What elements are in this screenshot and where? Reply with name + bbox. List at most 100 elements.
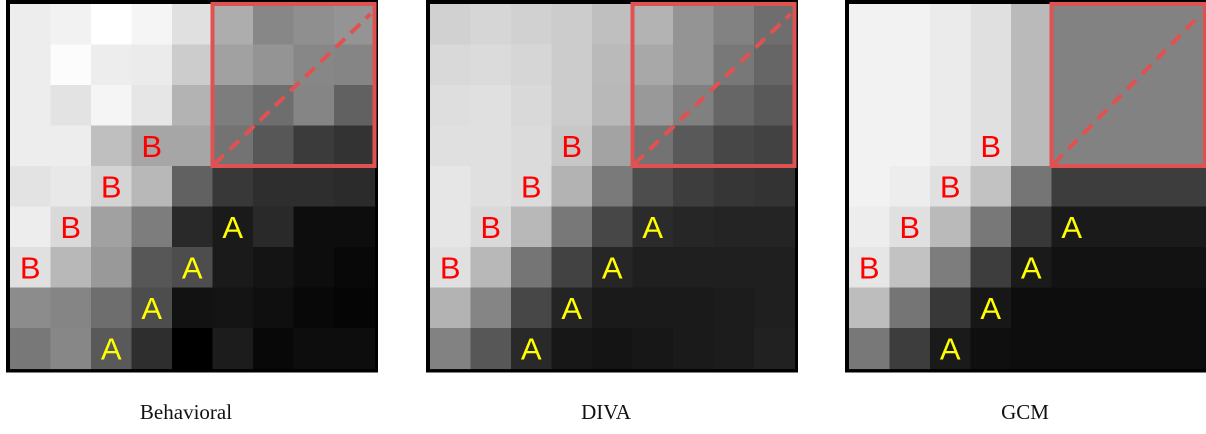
gcm-cell-4-1 bbox=[889, 166, 931, 208]
behavioral-cell-2-8 bbox=[334, 85, 376, 127]
diva-cell-2-1 bbox=[470, 85, 512, 127]
diva-label-b-3: B bbox=[561, 129, 582, 164]
diva-cell-2-2 bbox=[511, 85, 553, 127]
gcm-cell-6-8 bbox=[1173, 247, 1206, 289]
gcm-label-b-0: B bbox=[859, 250, 880, 285]
diva-cell-2-0 bbox=[430, 85, 472, 127]
diva-cell-0-8 bbox=[754, 4, 796, 46]
diva-cell-4-5 bbox=[632, 166, 674, 208]
diva-cell-2-6 bbox=[673, 85, 715, 127]
behavioral-cell-4-2 bbox=[91, 166, 133, 208]
behavioral-cell-5-6 bbox=[253, 206, 295, 248]
behavioral-label-b-0: B bbox=[20, 250, 41, 285]
gcm-cell-6-7 bbox=[1132, 247, 1174, 289]
gcm-cell-4-0 bbox=[849, 166, 891, 208]
behavioral-cell-6-4 bbox=[172, 247, 214, 289]
behavioral-cell-0-1 bbox=[50, 4, 92, 46]
behavioral-cell-4-7 bbox=[293, 166, 335, 208]
diva-cell-3-2 bbox=[511, 125, 553, 167]
gcm-cell-5-8 bbox=[1173, 206, 1206, 248]
behavioral-cell-6-3 bbox=[131, 247, 173, 289]
behavioral-cell-1-5 bbox=[212, 44, 254, 86]
gcm-cell-7-4 bbox=[1011, 287, 1053, 329]
behavioral-cell-4-0 bbox=[10, 166, 52, 208]
behavioral-cell-1-0 bbox=[10, 44, 52, 86]
behavioral-cell-1-8 bbox=[334, 44, 376, 86]
behavioral-cell-5-4 bbox=[172, 206, 214, 248]
behavioral-cell-8-1 bbox=[50, 328, 92, 370]
diva-cell-8-5 bbox=[632, 328, 674, 370]
gcm-cell-1-7 bbox=[1132, 44, 1174, 86]
gcm-cell-7-6 bbox=[1092, 287, 1134, 329]
gcm-cell-2-6 bbox=[1092, 85, 1134, 127]
gcm-cell-5-3 bbox=[970, 206, 1012, 248]
gcm-cell-3-0 bbox=[849, 125, 891, 167]
diva-cell-4-3 bbox=[551, 166, 593, 208]
gcm-cell-3-1 bbox=[889, 125, 931, 167]
behavioral-cell-7-7 bbox=[293, 287, 335, 329]
behavioral-cell-4-3 bbox=[131, 166, 173, 208]
diva-cell-6-1 bbox=[470, 247, 512, 289]
gcm-cell-8-5 bbox=[1051, 328, 1093, 370]
behavioral-cell-0-5 bbox=[212, 4, 254, 46]
behavioral-label-a-2: A bbox=[182, 250, 203, 285]
behavioral-cell-6-1 bbox=[50, 247, 92, 289]
diva-cell-6-8 bbox=[754, 247, 796, 289]
gcm-cell-7-1 bbox=[889, 287, 931, 329]
diva-cell-1-2 bbox=[511, 44, 553, 86]
gcm-cell-0-7 bbox=[1132, 4, 1174, 46]
gcm-cell-4-6 bbox=[1092, 166, 1134, 208]
diva-cell-3-7 bbox=[713, 125, 755, 167]
behavioral-cell-5-1 bbox=[50, 206, 92, 248]
gcm-cell-6-4 bbox=[1011, 247, 1053, 289]
behavioral-label-a-3: A bbox=[222, 210, 243, 245]
gcm-cell-5-4 bbox=[1011, 206, 1053, 248]
behavioral-cell-7-3 bbox=[131, 287, 173, 329]
gcm-cell-2-1 bbox=[889, 85, 931, 127]
gcm-cell-5-5 bbox=[1051, 206, 1093, 248]
diva-cell-6-0 bbox=[430, 247, 472, 289]
behavioral-cell-1-1 bbox=[50, 44, 92, 86]
diva-cell-0-4 bbox=[592, 4, 634, 46]
diva-cell-6-3 bbox=[551, 247, 593, 289]
gcm-cell-7-2 bbox=[930, 287, 972, 329]
gcm-cell-0-2 bbox=[930, 4, 972, 46]
diva-cell-8-1 bbox=[470, 328, 512, 370]
diva-cell-3-0 bbox=[430, 125, 472, 167]
diva-label-a-0: A bbox=[521, 331, 542, 366]
behavioral-cell-2-5 bbox=[212, 85, 254, 127]
diva-cell-3-6 bbox=[673, 125, 715, 167]
behavioral-cell-0-8 bbox=[334, 4, 376, 46]
diva-cell-7-5 bbox=[632, 287, 674, 329]
behavioral-cell-0-6 bbox=[253, 4, 295, 46]
gcm-cell-2-2 bbox=[930, 85, 972, 127]
gcm-cell-7-0 bbox=[849, 287, 891, 329]
gcm-cell-5-2 bbox=[930, 206, 972, 248]
diva-cell-3-8 bbox=[754, 125, 796, 167]
gcm-cell-6-5 bbox=[1051, 247, 1093, 289]
behavioral-cell-6-2 bbox=[91, 247, 133, 289]
behavioral-cell-8-7 bbox=[293, 328, 335, 370]
gcm-cell-3-3 bbox=[970, 125, 1012, 167]
gcm-cell-0-3 bbox=[970, 4, 1012, 46]
diva-cell-0-5 bbox=[632, 4, 674, 46]
diva-cell-7-0 bbox=[430, 287, 472, 329]
gcm-cell-6-2 bbox=[930, 247, 972, 289]
gcm-label-b-1: B bbox=[899, 210, 920, 245]
behavioral-cell-5-7 bbox=[293, 206, 335, 248]
behavioral-cell-6-0 bbox=[10, 247, 52, 289]
behavioral-cell-4-6 bbox=[253, 166, 295, 208]
diva-highlight-box bbox=[630, 2, 797, 168]
behavioral-cell-3-2 bbox=[91, 125, 133, 167]
behavioral-label-a-0: A bbox=[101, 331, 122, 366]
behavioral-cell-0-0 bbox=[10, 4, 52, 46]
gcm-cell-2-5 bbox=[1051, 85, 1093, 127]
gcm-cell-1-2 bbox=[930, 44, 972, 86]
diva-cell-6-2 bbox=[511, 247, 553, 289]
gcm-cell-3-6 bbox=[1092, 125, 1134, 167]
gcm-cell-1-0 bbox=[849, 44, 891, 86]
